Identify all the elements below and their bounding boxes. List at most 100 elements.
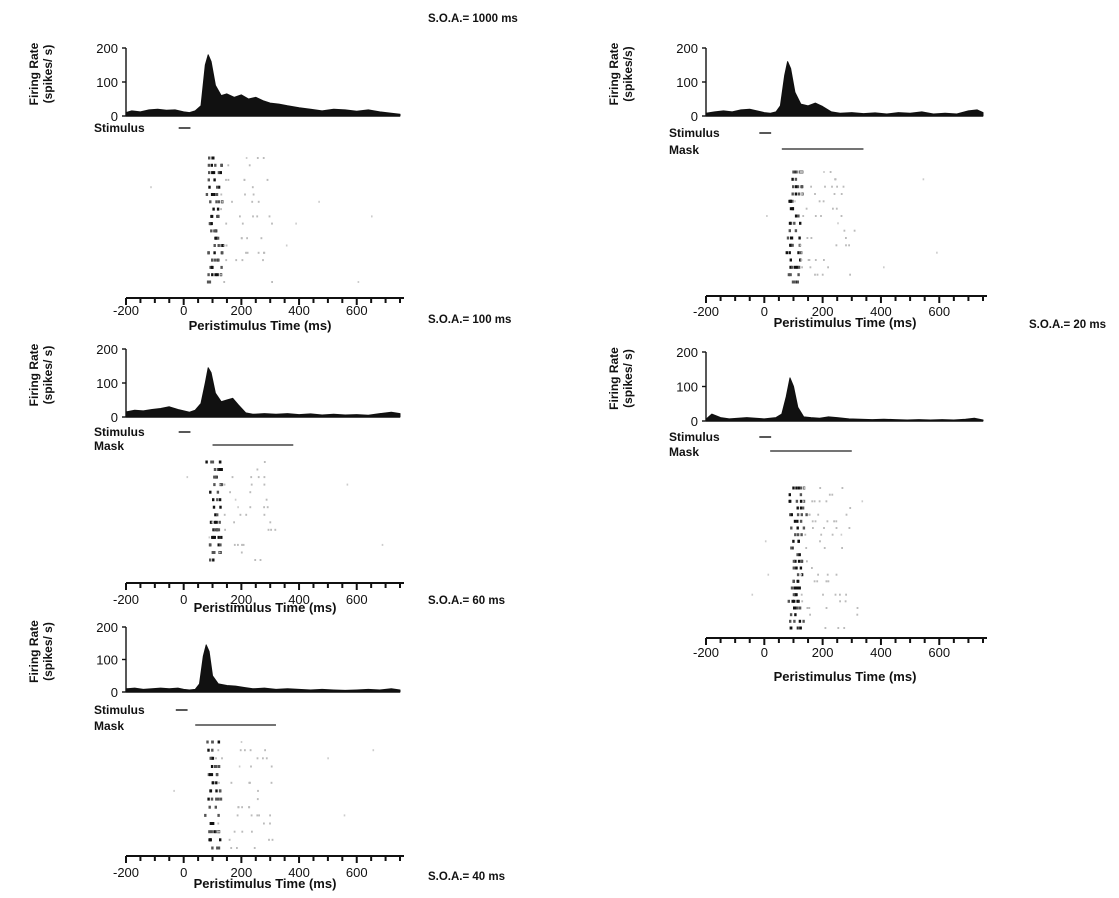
chart-panel-4: S.O.A.= 40 ms Firing Rate (spikes/ s) 0 100 2…: [27, 620, 505, 891]
spike-mark: [796, 599, 799, 603]
y-ticks: 0 100 200: [676, 345, 706, 429]
spike-mark: [856, 607, 859, 609]
spike-mark: [228, 838, 231, 841]
spike-mark: [235, 259, 238, 262]
spike-mark: [240, 551, 243, 554]
x-axis-label: Peristimulus Time (ms): [189, 318, 332, 333]
spike-mark: [221, 757, 223, 760]
spike-mark: [799, 626, 802, 630]
spike-mark: [790, 626, 793, 630]
spike-mark: [211, 748, 214, 752]
spike-mark: [802, 215, 805, 217]
y-axis-label-line: Firing Rate: [607, 42, 621, 105]
spike-mark: [221, 251, 224, 255]
psth-area: [125, 54, 401, 117]
spike-mark: [802, 500, 805, 503]
spike-mark: [207, 273, 210, 277]
spike-mark: [813, 580, 816, 583]
spike-mark: [206, 280, 210, 284]
spike-mark: [214, 475, 217, 479]
spike-mark: [216, 273, 219, 277]
spike-mark: [223, 483, 226, 486]
spike-mark: [219, 505, 222, 509]
spike-mark: [211, 265, 214, 269]
spike-mark: [252, 193, 255, 196]
spike-mark: [210, 797, 214, 801]
x-tick-label: 0: [180, 592, 187, 607]
spike-mark: [213, 475, 216, 479]
spike-mark: [210, 830, 213, 834]
spike-mark: [814, 215, 817, 217]
spike-mark: [230, 781, 233, 784]
spike-mark: [799, 486, 803, 490]
spike-mark: [829, 171, 832, 173]
spike-mark: [789, 273, 792, 277]
spike-raster: [173, 740, 375, 850]
spike-mark: [213, 244, 216, 247]
spike-mark: [260, 237, 263, 240]
x-tick-label: 0: [180, 303, 187, 318]
spike-mark: [215, 773, 219, 777]
spike-mark: [845, 237, 847, 239]
spike-mark: [798, 553, 801, 557]
spike-mark: [236, 814, 239, 817]
spike-mark: [217, 535, 220, 539]
spike-mark: [208, 838, 211, 842]
spike-mark: [246, 251, 249, 254]
spike-mark: [789, 199, 792, 203]
spike-mark: [213, 468, 217, 471]
spike-mark: [793, 606, 796, 610]
spike-mark: [836, 185, 838, 188]
spike-mark: [922, 178, 925, 181]
spike-mark: [217, 846, 221, 850]
spike-mark: [841, 547, 843, 549]
spike-raster: [150, 156, 373, 284]
y-axis-label: Firing Rate (spikes/s): [607, 42, 635, 105]
spike-mark: [801, 251, 803, 254]
spike-mark: [253, 847, 256, 849]
spike-mark: [792, 170, 795, 174]
spike-mark: [826, 520, 829, 523]
spike-mark: [839, 600, 841, 603]
spike-mark: [808, 513, 811, 516]
spike-mark: [216, 468, 220, 471]
spike-mark: [223, 513, 226, 516]
spike-mark: [801, 171, 803, 173]
spike-mark: [250, 765, 252, 768]
spike-mark: [841, 487, 844, 489]
y-tick-label: 200: [96, 41, 118, 56]
spike-mark: [217, 528, 221, 532]
mask-label: Mask: [94, 719, 124, 733]
spike-mark: [844, 600, 847, 603]
spike-mark: [831, 533, 834, 536]
spike-mark: [271, 838, 274, 841]
spike-mark: [209, 200, 212, 204]
x-tick-label: 200: [812, 645, 834, 660]
spike-mark: [817, 573, 819, 576]
x-tick-label: 0: [761, 645, 768, 660]
spike-mark: [806, 607, 809, 609]
spike-mark: [791, 243, 794, 247]
y-tick-label: 200: [96, 620, 118, 635]
x-tick-label: -200: [113, 865, 139, 880]
spike-mark: [801, 266, 803, 269]
spike-mark: [212, 505, 216, 509]
spike-mark: [790, 586, 794, 590]
spike-mark: [825, 607, 828, 609]
spike-mark: [225, 178, 227, 181]
spike-mark: [221, 244, 225, 247]
spike-mark: [797, 214, 800, 218]
spike-mark: [213, 251, 216, 255]
spike-mark: [248, 781, 251, 784]
spike-mark: [269, 814, 271, 817]
panel-title: S.O.A.= 60 ms: [428, 595, 505, 607]
spike-mark: [256, 157, 259, 159]
x-axis: -200 0 200 400 600: [113, 297, 404, 318]
spike-mark: [800, 593, 803, 596]
spike-mark: [823, 171, 825, 173]
spike-mark: [257, 476, 260, 479]
spike-mark: [843, 627, 846, 629]
spike-mark: [266, 178, 269, 181]
spike-mark: [240, 741, 243, 743]
spike-mark: [809, 613, 811, 616]
